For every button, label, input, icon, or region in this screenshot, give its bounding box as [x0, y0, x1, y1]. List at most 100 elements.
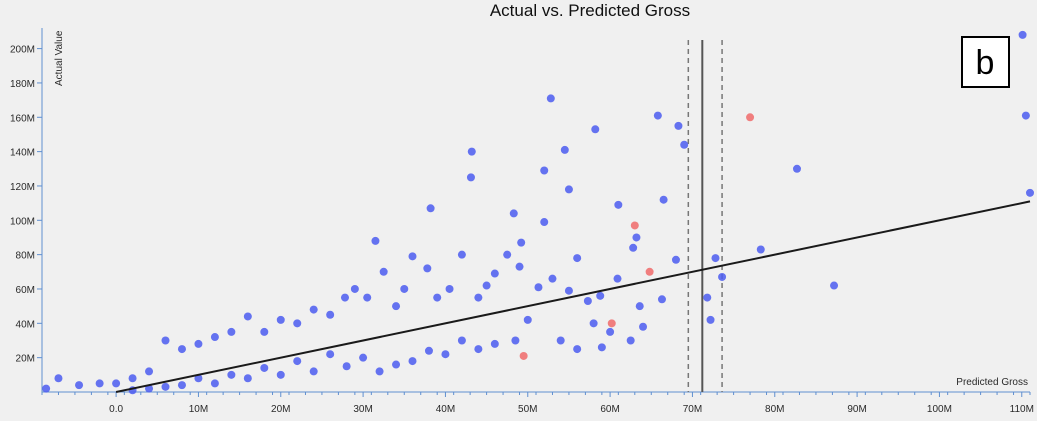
- data-point: [573, 254, 582, 263]
- data-point: [1026, 188, 1034, 197]
- data-point: [309, 367, 318, 376]
- regression-line-group: [115, 200, 1031, 393]
- y-tick-label: 20M: [16, 354, 35, 365]
- data-point: [792, 164, 801, 173]
- data-point: [490, 269, 499, 278]
- data-point: [423, 264, 432, 273]
- data-point: [400, 284, 409, 293]
- data-point: [340, 293, 349, 302]
- y-tick-label: 60M: [16, 285, 35, 296]
- data-point: [326, 350, 335, 359]
- data-point: [95, 379, 104, 388]
- x-tick-label: 50M: [518, 404, 537, 415]
- data-point: [260, 363, 269, 372]
- data-point: [596, 291, 605, 300]
- data-point: [503, 250, 512, 259]
- data-point: [653, 111, 662, 120]
- data-point: [177, 345, 186, 354]
- data-point: [457, 250, 466, 259]
- data-point: [583, 297, 592, 305]
- data-point: [128, 374, 137, 383]
- highlight-point: [630, 221, 639, 230]
- data-point: [523, 315, 532, 324]
- data-point: [474, 293, 483, 302]
- data-point: [589, 319, 598, 328]
- data-point: [703, 293, 712, 302]
- data-point: [243, 374, 252, 383]
- data-point: [1018, 30, 1027, 39]
- data-point: [629, 243, 638, 252]
- data-point: [243, 312, 252, 321]
- reference-lines: [687, 40, 723, 392]
- data-point: [276, 315, 285, 324]
- data-point: [509, 209, 518, 218]
- data-point: [408, 357, 417, 366]
- y-tick-label: 100M: [10, 216, 35, 227]
- x-axis: 0.0 10M 20M 30M 40M 50M 60M 70M 80M 90M 100M 110M: [41, 391, 1034, 415]
- data-point: [517, 238, 526, 247]
- data-point: [511, 336, 520, 345]
- data-point: [426, 204, 435, 213]
- data-point: [424, 346, 433, 355]
- data-point: [42, 384, 51, 393]
- data-point: [375, 367, 384, 376]
- x-tick-label: 10M: [189, 404, 208, 415]
- y-tick-label: 40M: [16, 319, 35, 330]
- data-point: [1021, 111, 1030, 120]
- data-point: [534, 283, 543, 292]
- data-point: [639, 322, 648, 331]
- data-point: [546, 94, 555, 103]
- data-point: [490, 339, 499, 348]
- data-point: [591, 125, 600, 134]
- x-tick-label: 0.0: [109, 404, 123, 415]
- y-axis: 20M 40M 60M 80M 100M 120M 140M 160M 180M 200M: [10, 28, 43, 392]
- data-point: [482, 281, 491, 290]
- y-tick-label: 80M: [16, 251, 35, 262]
- chart-title: Actual vs. Predicted Gross: [490, 1, 690, 20]
- regression-line: [115, 200, 1031, 393]
- x-tick-label: 100M: [927, 404, 952, 415]
- data-point: [54, 374, 63, 383]
- panel-label-text: b: [976, 44, 995, 82]
- data-point: [260, 327, 269, 336]
- data-point: [210, 333, 219, 342]
- data-point: [548, 274, 557, 283]
- data-point: [441, 350, 450, 359]
- x-tick-label: 80M: [765, 404, 784, 415]
- data-point: [326, 310, 335, 319]
- x-tick-label: 20M: [271, 404, 290, 415]
- data-point: [408, 252, 417, 261]
- highlight-point: [746, 113, 755, 122]
- data-point: [433, 293, 442, 302]
- data-point: [457, 336, 466, 345]
- data-point: [540, 166, 549, 175]
- highlight-point: [607, 319, 616, 328]
- data-point: [606, 327, 615, 336]
- data-point: [540, 218, 549, 227]
- data-point: [466, 173, 475, 182]
- data-point: [756, 245, 765, 254]
- data-point: [392, 302, 401, 311]
- data-point: [371, 236, 380, 245]
- data-point: [227, 370, 236, 379]
- data-point: [659, 195, 668, 204]
- data-point: [293, 319, 302, 328]
- data-points: [42, 30, 1034, 395]
- highlight-point: [519, 351, 528, 360]
- data-point: [75, 381, 84, 390]
- data-point: [564, 185, 573, 194]
- data-point: [293, 357, 302, 366]
- y-axis-title: Actual Value: [54, 30, 65, 86]
- x-tick-label: 30M: [353, 404, 372, 415]
- data-point: [379, 267, 388, 276]
- data-point: [363, 293, 372, 302]
- data-point: [227, 327, 236, 336]
- data-point: [145, 367, 154, 376]
- data-point: [161, 382, 170, 391]
- x-tick-label: 40M: [436, 404, 455, 415]
- data-point: [674, 121, 683, 130]
- y-tick-label: 160M: [10, 113, 35, 124]
- data-point: [597, 343, 606, 352]
- data-point: [573, 345, 582, 354]
